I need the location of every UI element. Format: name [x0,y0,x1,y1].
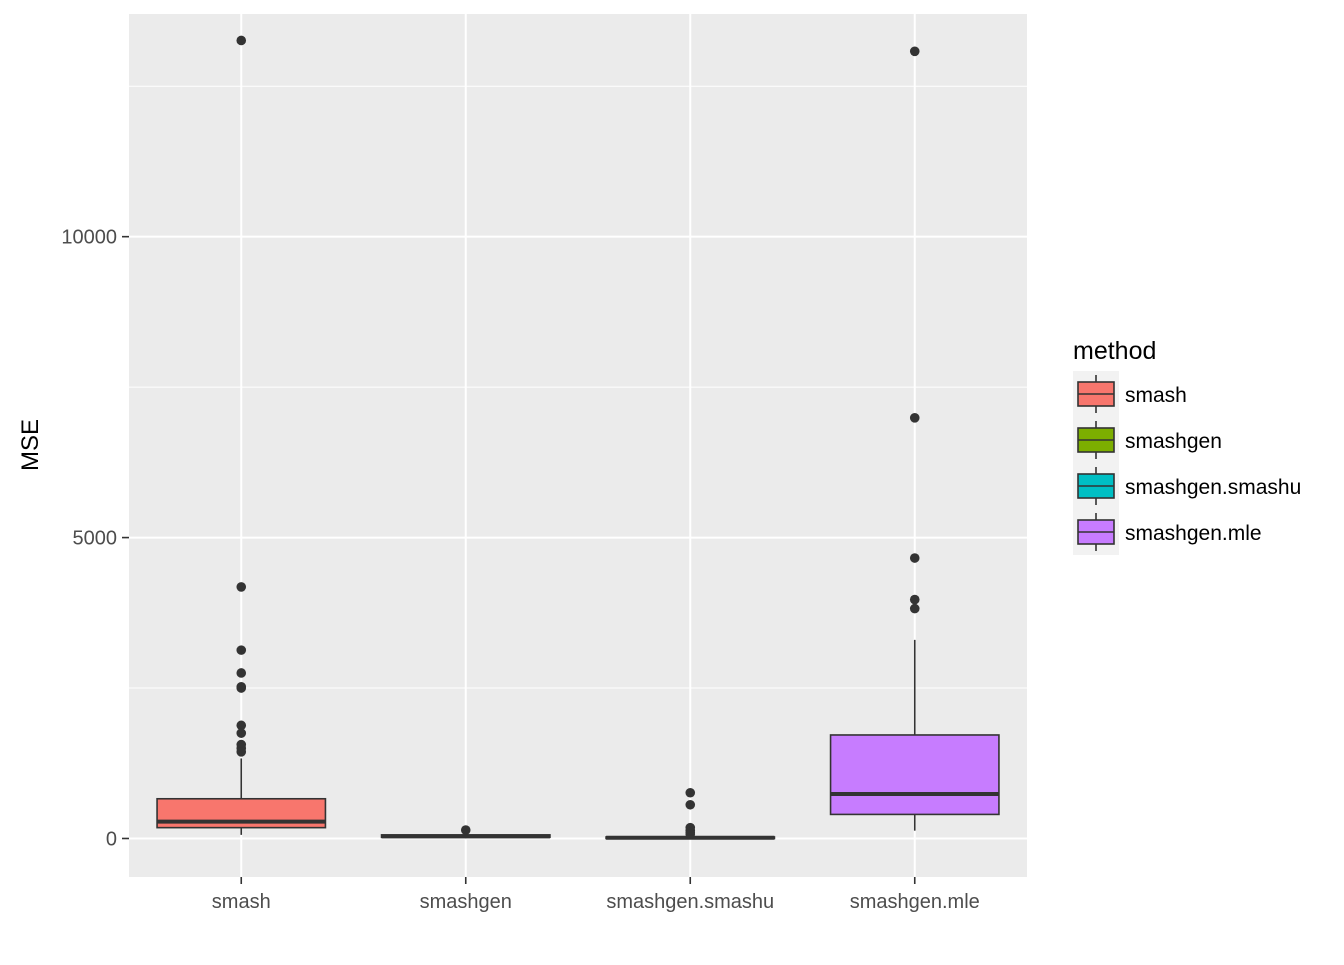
x-tick-label: smashgen.mle [850,891,980,913]
legend-item-smashgen-smashu: smashgen.smashu [1073,463,1301,509]
outlier-point [909,413,920,423]
legend-title: method [1073,337,1156,365]
outlier-point [236,747,247,757]
plot-panel [129,14,1027,877]
boxes [156,35,1000,840]
outlier-point [685,829,696,840]
boxplot-smashgen-smashu [605,787,776,840]
outlier-point [909,594,920,605]
y-tick-label: 0 [106,828,117,850]
outlier-point [460,825,471,835]
x-tick-label: smash [212,891,271,913]
legend-item-smashgen-mle: smashgen.mle [1073,509,1262,555]
outlier-point [236,645,247,655]
outlier-point [236,582,247,592]
boxplot-smashgen-mle [829,46,1000,831]
legend-item-smashgen: smashgen [1073,417,1222,463]
outlier-point [909,553,920,563]
outlier-point [236,668,247,678]
outlier-point [909,603,920,614]
outlier-point [236,683,247,693]
boxplot-smash [156,35,327,835]
y-tick-label: 10000 [61,227,117,249]
y-tick-label: 5000 [73,528,118,550]
legend: method smash smashgen smashgen.smashu smash… [1073,337,1301,555]
x-tick-label: smashgen [420,891,512,913]
boxplot-smashgen [380,825,551,839]
outlier-point [236,728,247,738]
outlier-point [236,35,247,46]
outlier-point [685,799,696,810]
legend-label: smashgen.smashu [1125,476,1301,499]
y-axis-title: MSE [17,419,44,471]
outlier-point [236,720,247,731]
legend-label: smashgen [1125,430,1222,453]
outlier-point [909,46,920,57]
axes: 0 5000 10000 smash smashgen smashgen.smashu sm… [61,227,979,913]
box [829,734,1000,816]
legend-item-smash: smash [1073,371,1187,417]
outlier-point [685,787,696,798]
legend-label: smash [1125,384,1187,407]
legend-label: smashgen.mle [1125,522,1262,545]
x-tick-label: smashgen.smashu [606,891,774,913]
